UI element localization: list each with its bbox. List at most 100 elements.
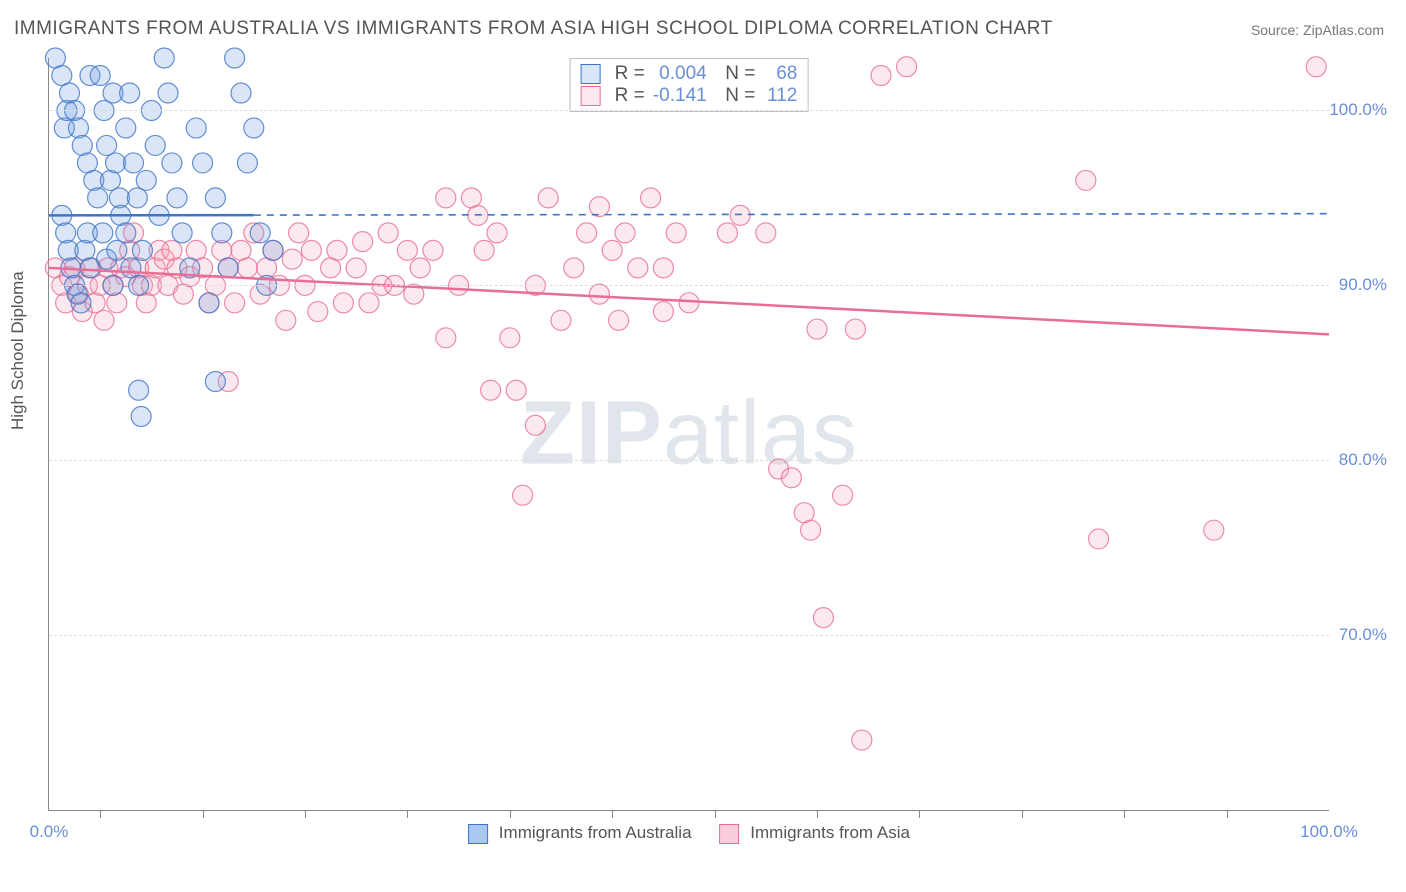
x-tick [817,810,818,818]
legend-label-asia: Immigrants from Asia [750,823,910,842]
scatter-point [801,520,821,540]
legend-label-australia: Immigrants from Australia [499,823,692,842]
scatter-point [628,258,648,278]
scatter-point [59,83,79,103]
scatter-point [871,65,891,85]
y-tick-label: 100.0% [1329,100,1387,120]
scatter-point [1204,520,1224,540]
stat-n-label: N = [715,85,756,107]
scatter-point [589,197,609,217]
scatter-point [225,48,245,68]
scatter-point [1076,170,1096,190]
scatter-point [538,188,558,208]
scatter-point [506,380,526,400]
stat-row-australia: R = 0.004 N = 68 [581,63,798,85]
y-axis-label: High School Diploma [8,271,28,430]
stat-r-asia: -0.141 [653,85,707,107]
scatter-point [609,310,629,330]
scatter-point [333,293,353,313]
scatter-point [193,153,213,173]
scatter-point [807,319,827,339]
scatter-point [100,170,120,190]
scatter-point [423,240,443,260]
legend-item-australia: Immigrants from Australia [468,823,691,844]
scatter-point [123,153,143,173]
stat-n-label: N = [715,63,756,85]
scatter-point [897,57,917,77]
scatter-point [1306,57,1326,77]
stat-legend: R = 0.004 N = 68 R = -0.141 N = 112 [570,58,809,112]
x-tick [100,810,101,818]
scatter-point [93,223,113,243]
stat-n-australia: 68 [763,63,797,85]
x-tick [1227,810,1228,818]
scatter-point [162,240,182,260]
scatter-point [72,135,92,155]
scatter-point [75,240,95,260]
gridline [49,285,1329,286]
scatter-point [289,223,309,243]
scatter-point [813,608,833,628]
y-tick-label: 80.0% [1339,450,1387,470]
scatter-point [212,223,232,243]
scatter-point [132,240,152,260]
scatter-point [250,223,270,243]
scatter-point [186,118,206,138]
scatter-point [199,293,219,313]
chart-title: IMMIGRANTS FROM AUSTRALIA VS IMMIGRANTS … [14,18,1053,40]
scatter-point [436,328,456,348]
scatter-point [145,135,165,155]
scatter-point [525,415,545,435]
stat-r-label: R = [615,63,645,85]
scatter-point [717,223,737,243]
scatter-point [641,188,661,208]
source-attribution: Source: ZipAtlas.com [1251,22,1384,38]
scatter-point [154,48,174,68]
scatter-point [71,293,91,313]
scatter-point [276,310,296,330]
plot-area: ZIPatlas R = 0.004 N = 68 R = -0.141 N =… [48,58,1329,811]
scatter-point [129,380,149,400]
x-tick-label: 100.0% [1300,822,1358,842]
scatter-point [231,83,251,103]
scatter-point [94,310,114,330]
scatter-point [97,135,117,155]
scatter-point [120,83,140,103]
x-tick [919,810,920,818]
scatter-point [666,223,686,243]
scatter-point [116,223,136,243]
scatter-point [90,65,110,85]
scatter-point [127,188,147,208]
chart-canvas [49,58,1329,810]
scatter-point [756,223,776,243]
scatter-point [107,293,127,313]
legend-item-asia: Immigrants from Asia [720,823,910,844]
stat-r-australia: 0.004 [653,63,707,85]
scatter-point [218,258,238,278]
gridline [49,460,1329,461]
scatter-point [346,258,366,278]
scatter-point [513,485,533,505]
regression-line-extrapolated [254,214,1329,215]
stat-row-asia: R = -0.141 N = 112 [581,85,798,107]
scatter-point [205,188,225,208]
scatter-point [653,258,673,278]
bottom-legend: Immigrants from Australia Immigrants fro… [468,823,910,844]
scatter-point [615,223,635,243]
gridline [49,110,1329,111]
scatter-point [410,258,430,278]
scatter-point [88,188,108,208]
scatter-point [551,310,571,330]
scatter-point [136,170,156,190]
scatter-point [237,153,257,173]
y-tick-label: 70.0% [1339,625,1387,645]
stat-n-asia: 112 [763,85,797,107]
scatter-point [852,730,872,750]
scatter-point [263,240,283,260]
scatter-point [237,258,257,278]
scatter-point [602,240,622,260]
scatter-point [282,249,302,269]
scatter-point [474,240,494,260]
scatter-point [436,188,456,208]
scatter-point [577,223,597,243]
